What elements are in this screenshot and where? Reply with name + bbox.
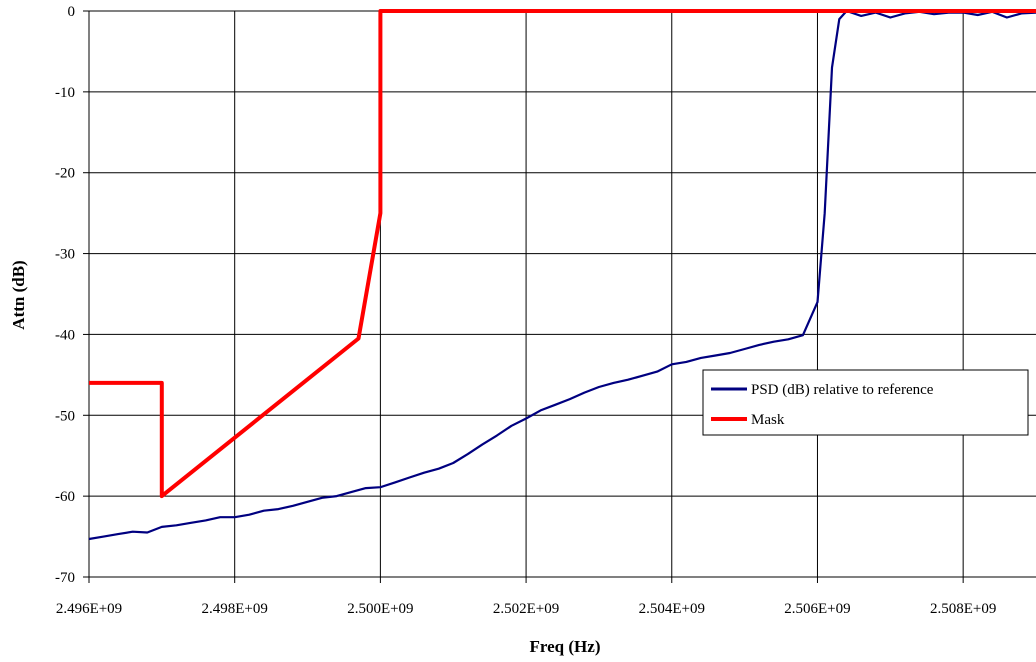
x-tick-label: 2.504E+09	[639, 601, 705, 617]
legend-label-mask: Mask	[751, 412, 785, 428]
x-tick-label: 2.500E+09	[347, 601, 413, 617]
y-tick-label: -30	[55, 247, 75, 263]
x-tick-label: 2.506E+09	[784, 601, 850, 617]
legend-box	[702, 369, 1029, 436]
y-tick-label: -70	[55, 570, 75, 586]
y-axis: 0 -10 -20 -30 -40 -50 -60 -70	[55, 4, 89, 586]
legend-label-psd: PSD (dB) relative to reference	[751, 382, 934, 398]
series-mask-line	[89, 9, 1036, 499]
y-axis-title: Attn (dB)	[9, 260, 28, 329]
series-psd-line	[88, 9, 1036, 541]
y-tick-label: -20	[55, 166, 75, 182]
series-layer	[88, 9, 1036, 541]
plot-frame	[88, 11, 1036, 578]
x-tick-label: 2.498E+09	[202, 601, 268, 617]
grid	[89, 10, 1036, 577]
y-tick-label: 0	[68, 4, 76, 20]
y-tick-label: -60	[55, 489, 75, 505]
y-tick-label: -40	[55, 327, 75, 343]
x-axis-title: Freq (Hz)	[530, 637, 601, 656]
x-axis: 2.496E+09 2.498E+09 2.500E+09 2.502E+09 2.50…	[56, 577, 996, 617]
x-tick-label: 2.496E+09	[56, 601, 122, 617]
y-tick-label: -50	[55, 408, 75, 424]
x-tick-label: 2.508E+09	[930, 601, 996, 617]
legend: PSD (dB) relative to reference Mask	[702, 369, 1029, 436]
y-tick-label: -10	[55, 85, 75, 101]
x-tick-label: 2.502E+09	[493, 601, 559, 617]
